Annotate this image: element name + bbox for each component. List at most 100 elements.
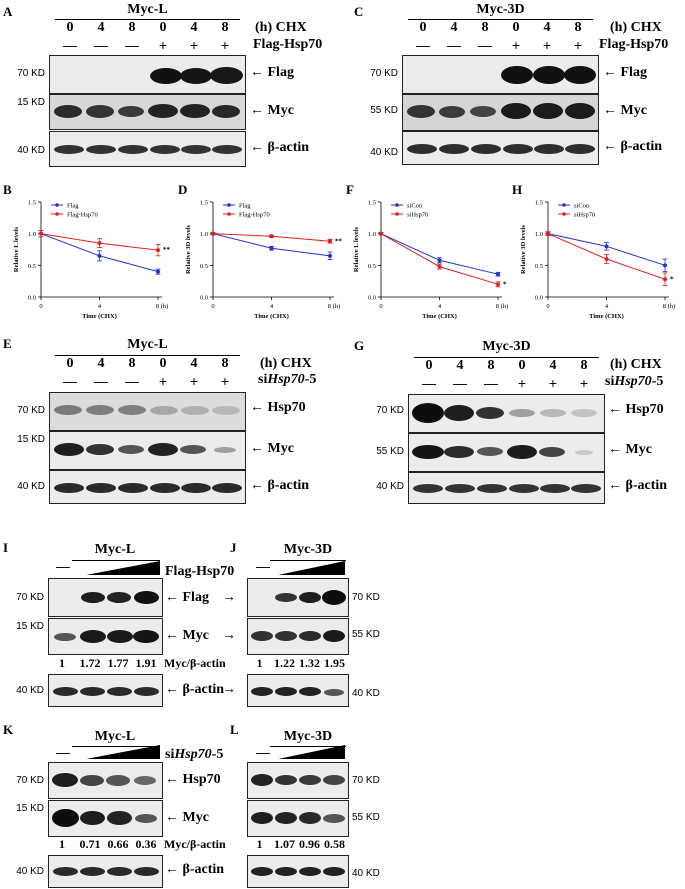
ratio-label: Myc/β-actin	[164, 656, 226, 670]
lane-time: 4	[97, 20, 105, 35]
x-tick-label: 4	[605, 303, 609, 310]
legend-label: siCon	[407, 202, 423, 209]
dose-wedge	[86, 561, 160, 575]
lane-time: 0	[518, 358, 526, 373]
lane-time: 8	[574, 20, 582, 35]
lane-time: 8	[221, 20, 229, 35]
ratio-row: 1 0.71 0.66 0.36	[48, 837, 161, 853]
x-axis-label: Time (CHX)	[422, 313, 457, 320]
y-tick-label: 0.0	[28, 295, 36, 302]
legend-label: siHsp70	[574, 211, 595, 218]
data-point	[663, 263, 667, 268]
y-tick-label: 1.5	[200, 200, 208, 207]
y-axis-label: Relative 3D levels	[520, 224, 527, 274]
panel-letter: B	[3, 182, 12, 197]
kd-marker: 70 KD	[370, 68, 398, 79]
kd-marker: 40 KD	[352, 868, 380, 879]
row-label: ← Hsp70	[165, 772, 221, 787]
blot-myc	[49, 431, 246, 470]
chx-label: (h) CHX	[255, 20, 307, 35]
ratio-label: Myc/β-actin	[164, 837, 226, 851]
ratio-value: 1.91	[135, 656, 157, 670]
row-label: ← β-actin	[603, 139, 663, 154]
blot-myc	[247, 618, 349, 655]
row-label: ← β-actin	[250, 140, 310, 155]
chx-label: (h) CHX	[610, 20, 662, 35]
kd-marker: 70 KD	[376, 405, 404, 416]
lane-treatment: —	[125, 37, 139, 53]
x-tick-label: 4	[98, 303, 102, 310]
lane-treatment: —	[478, 37, 492, 53]
kd-marker: 15 KD	[17, 97, 45, 108]
legend-marker	[562, 212, 566, 216]
kd-marker: 70 KD	[17, 68, 45, 79]
chx-label: (h) CHX	[610, 357, 662, 372]
ratio-row: 1 1.72 1.77 1.91	[48, 656, 161, 672]
lane-treatment: —	[447, 37, 461, 53]
kd-marker: 40 KD	[370, 147, 398, 158]
data-point	[379, 231, 383, 236]
lane-treatment: —	[63, 373, 77, 389]
x-tick-label: 4	[270, 303, 274, 310]
row-label: ← Myc	[250, 103, 294, 118]
lane-time: 8	[221, 356, 229, 371]
y-tick-label: 0.5	[535, 263, 543, 270]
data-point	[437, 264, 442, 269]
row-label: ← Myc	[603, 103, 647, 118]
row-label: ← β-actin	[608, 478, 668, 493]
ratio-value: 1.77	[107, 656, 129, 670]
legend-label: Flag	[239, 202, 251, 209]
x-axis-label: Time (CHX)	[589, 313, 624, 320]
blot-title: Myc-3D	[283, 542, 333, 557]
blot-actin	[48, 674, 163, 707]
treatment-row: — — — + + +	[408, 37, 593, 55]
lane-time: 4	[549, 358, 557, 373]
arrow-icon: →	[222, 590, 236, 605]
kd-marker: 40 KD	[16, 685, 44, 696]
time-row: 0 4 8 0 4 8	[55, 20, 240, 38]
treatment-row: — — — + + +	[55, 373, 240, 391]
row-label: ← β-actin	[250, 478, 310, 493]
x-tick-label: 8 (h)	[156, 303, 168, 310]
panel-letter: K	[3, 722, 14, 737]
blot-actin	[402, 131, 599, 165]
time-row: 0 4 8 0 4 8	[408, 20, 593, 38]
ratio-value: 0.66	[107, 837, 129, 851]
kd-marker: 70 KD	[17, 405, 45, 416]
legend-label: siCon	[574, 202, 590, 209]
treatment-row: — — — + + +	[55, 37, 240, 55]
lane-treatment: —	[453, 375, 467, 391]
row-label: ← Flag	[250, 65, 294, 80]
panel-letter: E	[3, 336, 12, 351]
chart-h: 0.0 0.5 1.0 1.5 0 4 8 (h) Time (CHX) Relative 3D…	[520, 200, 675, 321]
x-axis-label: Time (CHX)	[254, 313, 289, 320]
title-underline	[270, 746, 346, 748]
kd-marker: 40 KD	[16, 866, 44, 877]
blot-flag	[48, 578, 163, 617]
data-point	[496, 282, 500, 287]
control-lane: —	[256, 744, 270, 760]
significance-marker: **	[335, 237, 343, 245]
ratio-value: 1	[59, 656, 65, 670]
lane-time: 0	[159, 20, 167, 35]
x-tick-label: 8 (h)	[663, 303, 675, 310]
blot-hsp70	[247, 762, 349, 799]
panel-letter: I	[3, 540, 9, 555]
blot-actin	[247, 674, 349, 707]
y-tick-label: 0.5	[200, 263, 208, 270]
ratio-value: 1.72	[79, 656, 101, 670]
significance-marker: *	[503, 280, 507, 288]
chart-b: 0.0 0.5 1.0 1.5 0 4 8 (h) Time (CHX) Relative L …	[13, 200, 171, 321]
panel-letter: G	[354, 338, 365, 353]
data-point	[269, 234, 274, 239]
control-lane: —	[256, 558, 270, 574]
legend-marker	[55, 212, 59, 216]
blot-actin	[247, 855, 349, 888]
blot-hsp70	[48, 762, 163, 799]
blot-title: Myc-3D	[476, 2, 525, 17]
lane-treatment: +	[511, 37, 521, 53]
blot-myc	[48, 618, 163, 655]
data-point	[546, 231, 550, 236]
kd-marker: 15 KD	[16, 621, 44, 632]
y-tick-label: 1.5	[28, 200, 36, 207]
